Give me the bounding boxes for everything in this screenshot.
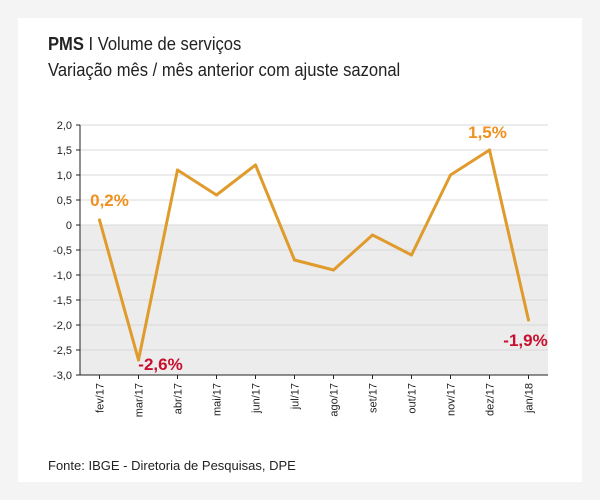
y-tick-label: 1,0 xyxy=(57,170,72,182)
y-tick-label: -2,0 xyxy=(53,320,72,332)
data-point xyxy=(254,163,257,167)
title-rest: I Volume de serviços xyxy=(83,34,242,54)
y-tick-label: -0,5 xyxy=(53,245,72,257)
y-tick-label: -1,0 xyxy=(53,270,72,282)
data-point xyxy=(215,193,218,197)
y-tick-label: 1,5 xyxy=(57,145,72,157)
data-point xyxy=(488,148,491,152)
chart-title: PMS I Volume de serviços xyxy=(48,34,241,55)
y-tick-label: -1,5 xyxy=(53,295,72,307)
x-tick-label: out/17 xyxy=(407,383,419,414)
x-tick-label: mai/17 xyxy=(212,383,224,416)
data-label: -1,9% xyxy=(503,331,547,350)
data-label: -2,6% xyxy=(138,355,182,374)
chart-subtitle: Variação mês / mês anterior com ajuste s… xyxy=(48,60,401,80)
x-tick-label: dez/17 xyxy=(485,383,497,416)
x-tick-label: jul/17 xyxy=(290,383,302,410)
data-point xyxy=(527,318,530,322)
y-tick-label: 0 xyxy=(66,220,72,232)
x-tick-label: abr/17 xyxy=(173,383,185,414)
data-label: 1,5% xyxy=(468,123,507,142)
data-label: 0,2% xyxy=(90,191,129,210)
y-tick-label: -3,0 xyxy=(53,370,72,382)
y-tick-label: 2,0 xyxy=(57,120,72,132)
x-tick-label: jan/18 xyxy=(524,383,536,414)
x-tick-label: mar/17 xyxy=(134,383,146,417)
x-tick-label: fev/17 xyxy=(95,383,107,413)
x-tick-label: ago/17 xyxy=(329,383,341,417)
data-point xyxy=(176,168,179,172)
x-tick-label: nov/17 xyxy=(446,383,458,416)
data-point xyxy=(332,268,335,272)
x-tick-label: set/17 xyxy=(368,383,380,413)
x-tick-label: jun/17 xyxy=(251,383,263,414)
source-note: Fonte: IBGE - Diretoria de Pesquisas, DP… xyxy=(48,458,296,473)
data-point xyxy=(371,233,374,237)
data-point xyxy=(449,173,452,177)
data-point xyxy=(137,358,140,362)
data-point xyxy=(293,258,296,262)
data-point xyxy=(410,253,413,257)
y-tick-label: 0,5 xyxy=(57,195,72,207)
data-point xyxy=(98,218,101,222)
series-line xyxy=(98,148,530,362)
title-bold: PMS xyxy=(48,34,84,54)
y-tick-label: -2,5 xyxy=(53,345,72,357)
